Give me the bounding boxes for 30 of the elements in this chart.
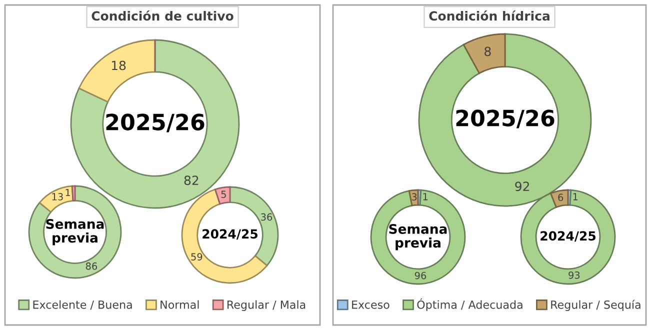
data-label: 96 bbox=[414, 272, 426, 280]
data-label: 36 bbox=[261, 213, 272, 221]
data-label: 18 bbox=[112, 60, 126, 70]
data-label: 13 bbox=[52, 193, 63, 200]
data-label: 1 bbox=[66, 188, 70, 196]
text: 2025/26 bbox=[106, 114, 204, 132]
legend-label: Exceso bbox=[352, 300, 390, 309]
text: 2025/26 bbox=[456, 110, 554, 128]
data-label: 82 bbox=[184, 176, 198, 186]
data-label: 1 bbox=[573, 193, 578, 200]
legend-label: Excelente / Buena bbox=[33, 300, 132, 310]
data-label: 86 bbox=[86, 262, 98, 270]
legend-label: Normal bbox=[160, 300, 199, 309]
chart-title: Condición de cultivo bbox=[92, 10, 234, 21]
data-label: 1 bbox=[423, 193, 428, 200]
data-label: 93 bbox=[568, 271, 580, 279]
data-label: 59 bbox=[191, 253, 202, 260]
legend-label: Óptima / Adecuada bbox=[417, 298, 522, 311]
legend-label: Regular / Mala bbox=[228, 300, 306, 311]
data-label: 8 bbox=[484, 46, 491, 56]
legend-label: Regular / Sequía bbox=[551, 300, 640, 311]
text: 2024/25 bbox=[202, 229, 258, 240]
text: Semana previa bbox=[389, 224, 447, 250]
chart-title: Condición hídrica bbox=[429, 10, 550, 21]
data-label: 6 bbox=[558, 194, 564, 202]
data-label: 3 bbox=[412, 193, 417, 201]
text: 2024/25 bbox=[540, 231, 596, 242]
text: Semana previa bbox=[46, 218, 104, 246]
data-label: 5 bbox=[221, 190, 226, 198]
data-label: 92 bbox=[515, 182, 530, 192]
